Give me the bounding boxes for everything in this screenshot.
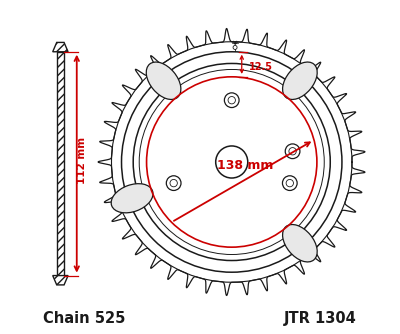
Ellipse shape xyxy=(282,224,317,262)
Ellipse shape xyxy=(146,62,181,100)
Text: 112 mm: 112 mm xyxy=(78,137,88,184)
Ellipse shape xyxy=(282,62,317,100)
Polygon shape xyxy=(53,276,68,285)
Polygon shape xyxy=(53,42,68,52)
Text: Chain 525: Chain 525 xyxy=(43,311,125,326)
Circle shape xyxy=(224,93,239,108)
Text: 12.5: 12.5 xyxy=(249,62,273,72)
Ellipse shape xyxy=(111,184,153,213)
Circle shape xyxy=(285,144,300,159)
Text: JTR 1304: JTR 1304 xyxy=(284,311,357,326)
Circle shape xyxy=(166,176,181,190)
Circle shape xyxy=(282,176,297,190)
Bar xyxy=(57,52,64,276)
Circle shape xyxy=(216,146,248,178)
Bar xyxy=(57,52,64,276)
Text: 138 mm: 138 mm xyxy=(217,159,273,172)
